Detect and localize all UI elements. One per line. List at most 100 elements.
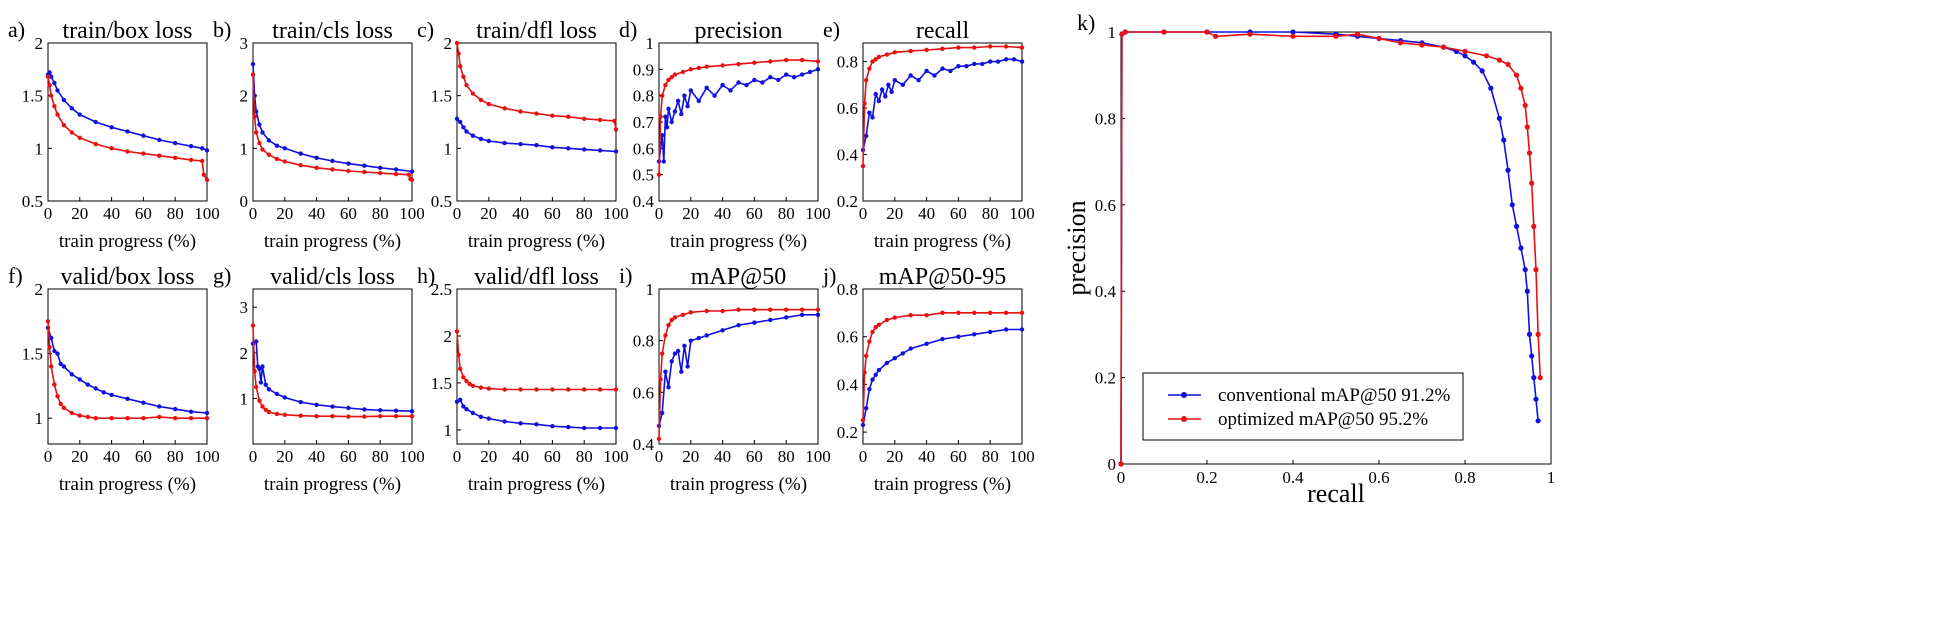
data-point-conventional — [282, 146, 287, 151]
data-point-conventional — [799, 72, 805, 77]
data-point-conventional — [1290, 29, 1296, 35]
data-point-optimized — [582, 387, 587, 392]
data-point-optimized — [534, 111, 539, 116]
data-point-conventional — [744, 82, 749, 88]
data-point-optimized — [454, 329, 460, 334]
data-point-optimized — [458, 63, 463, 69]
data-point-conventional — [1524, 288, 1530, 294]
data-point-conventional — [666, 106, 671, 112]
data-point-conventional — [704, 333, 709, 338]
data-point-conventional — [597, 425, 603, 431]
data-point-conventional — [486, 138, 491, 144]
data-point-optimized — [736, 307, 741, 312]
data-point-optimized — [612, 118, 617, 124]
data-point-optimized — [456, 352, 461, 357]
data-point-optimized — [458, 366, 463, 371]
y-tick-label: 0.4 — [1095, 282, 1117, 301]
x-tick-label: 0 — [249, 447, 258, 466]
data-point-conventional — [613, 149, 619, 154]
data-point-optimized — [464, 378, 469, 384]
data-point-optimized — [456, 51, 461, 56]
data-point-optimized — [58, 401, 63, 407]
x-tick-label: 0 — [453, 447, 462, 466]
data-point-optimized — [873, 325, 878, 330]
y-tick-label: 0.2 — [837, 192, 858, 211]
y-tick-label: 1 — [646, 280, 655, 299]
data-point-conventional — [282, 395, 287, 400]
y-tick-label: 1 — [444, 139, 453, 158]
data-point-conventional — [1019, 59, 1025, 64]
data-point-conventional — [964, 63, 969, 69]
data-point-optimized — [201, 172, 206, 177]
x-tick-label: 20 — [71, 204, 88, 223]
x-tick-label: 80 — [778, 447, 795, 466]
data-point-conventional — [752, 77, 757, 83]
data-point-conventional — [502, 140, 507, 146]
data-point-optimized — [908, 48, 913, 54]
data-point-conventional — [157, 137, 162, 143]
x-tick-label: 40 — [714, 447, 731, 466]
data-point-optimized — [656, 172, 662, 177]
data-point-optimized — [141, 151, 146, 156]
data-point-optimized — [125, 149, 130, 154]
x-tick-label: 0 — [1117, 468, 1126, 487]
x-tick-label: 60 — [544, 447, 561, 466]
series-line-optimized — [1120, 31, 1542, 465]
data-point-conventional — [52, 80, 57, 86]
data-point-optimized — [478, 385, 484, 390]
data-point-conventional — [298, 151, 303, 156]
data-point-conventional — [876, 98, 882, 104]
data-point-optimized — [454, 40, 460, 46]
data-point-conventional — [760, 80, 765, 85]
x-tick-label: 60 — [950, 204, 967, 223]
data-point-optimized — [597, 387, 603, 392]
data-point-optimized — [69, 410, 75, 416]
data-point-optimized — [1419, 42, 1425, 48]
data-point-conventional — [534, 422, 539, 427]
data-point-conventional — [940, 66, 945, 71]
data-point-conventional — [704, 85, 709, 91]
data-point-conventional — [274, 143, 280, 148]
x-axis-label: train progress (%) — [670, 231, 807, 252]
data-point-optimized — [464, 82, 469, 88]
data-point-optimized — [864, 353, 869, 358]
x-tick-label: 20 — [480, 447, 497, 466]
data-point-conventional — [663, 369, 668, 374]
data-point-optimized — [93, 141, 98, 147]
data-point-optimized — [892, 50, 897, 55]
chart-title: recall — [916, 18, 970, 44]
x-tick-label: 0 — [44, 204, 53, 223]
data-point-conventional — [346, 161, 351, 166]
x-tick-label: 0.8 — [1454, 468, 1475, 487]
y-tick-label: 1.5 — [431, 87, 452, 106]
data-point-optimized — [862, 101, 867, 106]
data-point-optimized — [204, 416, 210, 421]
y-tick-label: 1 — [240, 389, 249, 408]
x-tick-label: 60 — [950, 447, 967, 466]
data-point-conventional — [478, 414, 484, 419]
x-tick-label: 100 — [603, 204, 629, 223]
data-point-conventional — [679, 111, 684, 117]
data-point-conventional — [660, 410, 665, 416]
x-tick-label: 40 — [103, 447, 120, 466]
data-point-conventional — [688, 88, 693, 93]
plot-frame — [47, 288, 208, 445]
x-tick-label: 20 — [682, 447, 699, 466]
data-point-conventional — [867, 110, 872, 115]
data-point-conventional — [669, 119, 674, 125]
data-point-optimized — [393, 171, 399, 177]
data-point-optimized — [660, 351, 665, 356]
y-tick-label: 1 — [444, 421, 453, 440]
x-tick-label: 20 — [682, 204, 699, 223]
data-point-conventional — [454, 399, 460, 404]
plot-frame — [658, 288, 819, 445]
data-point-optimized — [658, 114, 663, 119]
data-point-optimized — [1354, 31, 1361, 37]
x-tick-label: 0 — [249, 204, 258, 223]
data-point-conventional — [330, 158, 335, 164]
data-point-conventional — [52, 348, 57, 354]
data-point-conventional — [924, 68, 929, 74]
data-point-conventional — [409, 409, 415, 414]
plot-frame — [862, 42, 1023, 202]
data-point-conventional — [470, 410, 476, 416]
